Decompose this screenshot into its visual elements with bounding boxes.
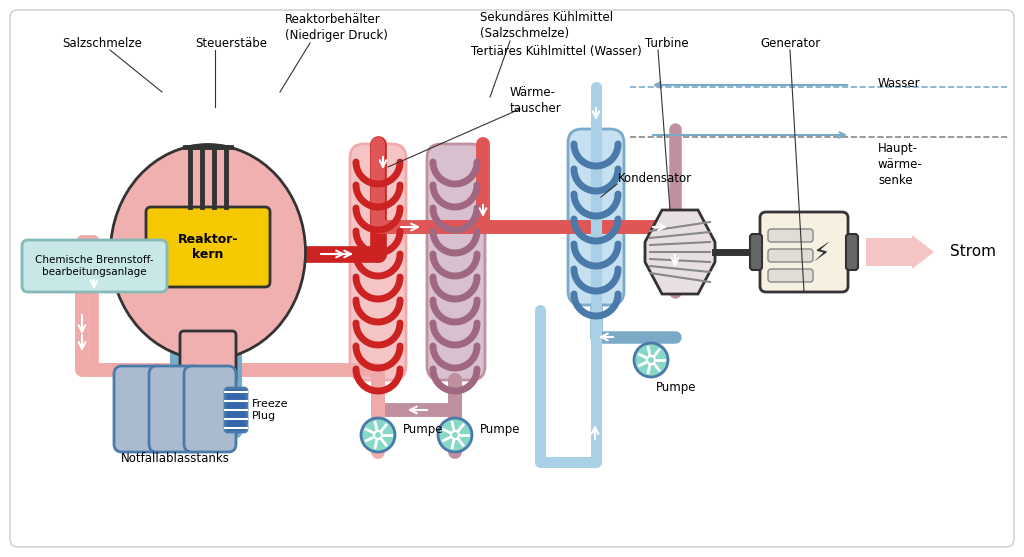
FancyBboxPatch shape bbox=[180, 331, 236, 384]
Circle shape bbox=[438, 418, 472, 452]
Text: Pumpe: Pumpe bbox=[480, 423, 520, 437]
Circle shape bbox=[374, 431, 382, 439]
Text: Salzschmelze: Salzschmelze bbox=[62, 37, 142, 50]
Text: Notfallablasstanks: Notfallablasstanks bbox=[121, 452, 229, 465]
FancyBboxPatch shape bbox=[768, 269, 813, 282]
Text: Freeze
Plug: Freeze Plug bbox=[252, 399, 289, 421]
FancyBboxPatch shape bbox=[22, 240, 167, 292]
Text: Wasser: Wasser bbox=[878, 76, 921, 90]
Circle shape bbox=[647, 356, 655, 364]
FancyBboxPatch shape bbox=[768, 249, 813, 262]
Ellipse shape bbox=[111, 144, 305, 359]
FancyBboxPatch shape bbox=[146, 207, 270, 287]
Circle shape bbox=[361, 418, 395, 452]
Text: Sekundäres Kühlmittel
(Salzschmelze): Sekundäres Kühlmittel (Salzschmelze) bbox=[480, 11, 613, 40]
FancyBboxPatch shape bbox=[568, 129, 624, 305]
FancyBboxPatch shape bbox=[750, 234, 762, 270]
Text: Kondensator: Kondensator bbox=[618, 172, 692, 185]
FancyBboxPatch shape bbox=[846, 234, 858, 270]
Text: Steuerstäbe: Steuerstäbe bbox=[195, 37, 267, 50]
FancyArrow shape bbox=[866, 235, 934, 269]
Text: Haupt-
wärme-
senke: Haupt- wärme- senke bbox=[878, 142, 923, 187]
Polygon shape bbox=[645, 210, 715, 294]
Text: Turbine: Turbine bbox=[645, 37, 688, 50]
FancyBboxPatch shape bbox=[10, 10, 1014, 547]
Text: Generator: Generator bbox=[760, 37, 820, 50]
Circle shape bbox=[634, 343, 668, 377]
FancyBboxPatch shape bbox=[350, 144, 406, 380]
Circle shape bbox=[451, 431, 459, 439]
Text: Pumpe: Pumpe bbox=[656, 382, 696, 394]
FancyBboxPatch shape bbox=[760, 212, 848, 292]
FancyBboxPatch shape bbox=[114, 366, 166, 452]
FancyBboxPatch shape bbox=[768, 229, 813, 242]
FancyBboxPatch shape bbox=[225, 388, 247, 432]
FancyBboxPatch shape bbox=[427, 144, 485, 380]
Text: Reaktor-
kern: Reaktor- kern bbox=[178, 233, 239, 261]
Text: Tertiäres Kühlmittel (Wasser): Tertiäres Kühlmittel (Wasser) bbox=[471, 45, 641, 58]
Text: Wärme-
tauscher: Wärme- tauscher bbox=[510, 86, 562, 115]
FancyBboxPatch shape bbox=[184, 366, 236, 452]
Text: Reaktorbehälter
(Niedriger Druck): Reaktorbehälter (Niedriger Druck) bbox=[285, 13, 388, 42]
Text: Chemische Brennstoff-
bearbeitungsanlage: Chemische Brennstoff- bearbeitungsanlage bbox=[35, 255, 154, 277]
FancyBboxPatch shape bbox=[150, 366, 201, 452]
Text: Strom: Strom bbox=[950, 243, 996, 258]
Text: Pumpe: Pumpe bbox=[403, 423, 443, 437]
Text: ⚡: ⚡ bbox=[813, 242, 830, 266]
